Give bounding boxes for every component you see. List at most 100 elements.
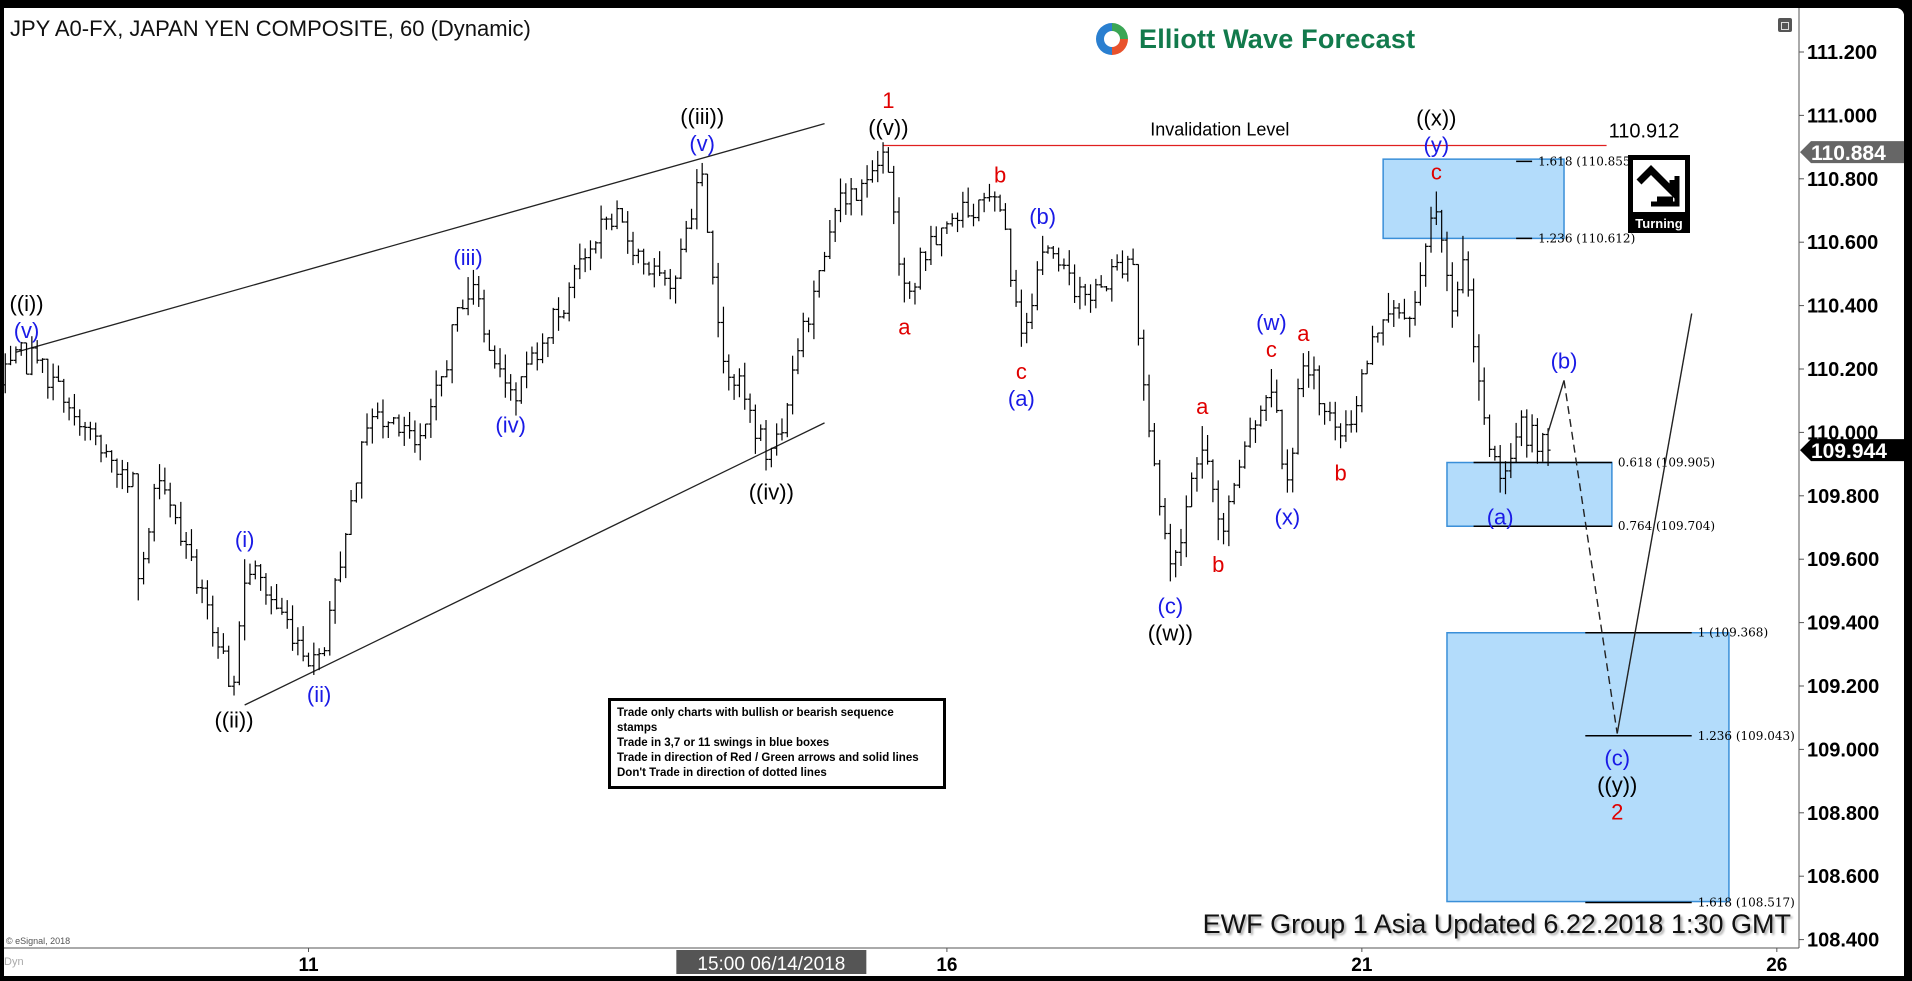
time-tick-label: 16 <box>936 955 957 976</box>
price-bar <box>444 360 450 378</box>
price-bar <box>758 424 764 441</box>
wave-label: (iv) <box>495 413 526 438</box>
fib-target-box <box>1382 158 1565 240</box>
restore-window-icon[interactable] <box>1778 18 1792 32</box>
price-bar <box>699 162 705 187</box>
price-bar <box>353 482 359 503</box>
price-bar <box>1503 461 1508 495</box>
fib-target-box <box>1446 631 1730 903</box>
wave-label: (v) <box>14 318 40 343</box>
copyright: © eSignal, 2018 <box>6 936 71 946</box>
price-bar <box>1348 410 1354 433</box>
price-bar <box>550 307 556 344</box>
price-bar <box>1343 410 1349 442</box>
price-bar <box>125 462 131 493</box>
price-tick-label: 109.600 <box>1807 549 1879 571</box>
price-tick-label: 110.800 <box>1807 169 1878 191</box>
price-bar <box>311 642 317 675</box>
price-bar <box>1141 329 1147 401</box>
fib-level-label: 1.618 (110.855) <box>1538 154 1635 168</box>
price-bar <box>1487 414 1493 457</box>
price-bar <box>1274 379 1280 413</box>
price-bar <box>1529 414 1535 453</box>
price-bar <box>816 270 822 298</box>
price-bar <box>981 192 987 213</box>
price-bar <box>986 183 992 202</box>
price-bar <box>1471 278 1477 363</box>
price-bar <box>1279 409 1285 470</box>
price-bar <box>1178 528 1184 566</box>
price-bar <box>1056 247 1062 272</box>
price-bars <box>4 142 1551 696</box>
rule-line: Don't Trade in direction of dotted lines <box>617 767 827 779</box>
projection-path <box>1616 313 1693 734</box>
price-bar <box>1354 396 1360 433</box>
price-bar <box>1252 420 1258 443</box>
price-bar <box>1412 290 1418 326</box>
price-bar <box>673 275 679 304</box>
wave-label: 2 <box>1611 800 1623 825</box>
price-tick-label: 109.000 <box>1807 739 1879 761</box>
price-bar <box>736 368 742 398</box>
price-bar <box>1407 316 1413 338</box>
price-tick-label: 110.000 <box>1807 422 1878 444</box>
price-bar <box>481 289 487 343</box>
price-bar <box>848 177 854 216</box>
price-bar <box>630 231 636 266</box>
price-bar <box>651 258 657 288</box>
price-bar <box>705 173 710 233</box>
price-tick-label: 111.000 <box>1807 105 1877 127</box>
price-bar <box>556 297 562 331</box>
price-bar <box>428 398 434 438</box>
price-bar <box>1290 447 1296 493</box>
price-bar <box>1370 325 1375 365</box>
price-bar <box>1396 303 1402 319</box>
price-axis-panel <box>1799 8 1904 976</box>
price-chart[interactable]: 1.618 (110.855) 1.236 (110.612) 0.618 (109… <box>4 8 1904 976</box>
price-bar <box>1247 417 1253 448</box>
time-tick-label: 11 <box>298 955 319 976</box>
price-bar <box>332 578 338 624</box>
price-bar <box>587 240 593 271</box>
price-bar <box>247 563 253 586</box>
price-bar <box>800 312 806 358</box>
price-bar <box>412 420 418 453</box>
price-bar <box>838 178 843 223</box>
projection-path <box>1547 380 1565 433</box>
price-bar <box>1135 263 1141 346</box>
price-bar <box>433 370 439 421</box>
wave-label: a <box>898 314 911 339</box>
chart-window: 1.618 (110.855) 1.236 (110.612) 0.618 (109… <box>4 8 1904 976</box>
price-bar <box>742 362 748 410</box>
price-bar <box>790 355 796 415</box>
wave-label: (c) <box>1604 746 1630 771</box>
fib-level-label: 0.618 (109.905) <box>1618 456 1715 470</box>
price-bar <box>566 282 572 322</box>
price-bar <box>290 605 296 651</box>
logo-swirl-icon <box>1096 23 1128 55</box>
price-bar <box>337 551 343 583</box>
price-bar <box>93 422 99 446</box>
price-bar <box>1183 495 1189 558</box>
price-bar <box>396 414 402 437</box>
price-bar <box>1380 319 1386 346</box>
price-bar <box>572 264 577 299</box>
elliott-wave-forecast-logo: Elliott Wave Forecast <box>1093 20 1415 58</box>
price-bar <box>476 275 482 307</box>
time-cursor-bg <box>676 950 867 974</box>
price-bar <box>561 309 567 319</box>
price-bar <box>1024 312 1030 344</box>
price-bar <box>18 341 24 356</box>
price-bar <box>1189 472 1195 508</box>
price-bar <box>50 363 56 401</box>
price-bar <box>949 213 955 227</box>
price-bar <box>1061 258 1067 270</box>
price-bar <box>1449 262 1455 328</box>
wave-label: (a) <box>1008 386 1035 411</box>
price-bar <box>880 142 886 174</box>
price-bar <box>215 627 221 659</box>
price-bar <box>1513 422 1519 464</box>
price-bar <box>359 441 365 499</box>
price-bar <box>540 333 546 364</box>
price-bar <box>534 342 540 371</box>
